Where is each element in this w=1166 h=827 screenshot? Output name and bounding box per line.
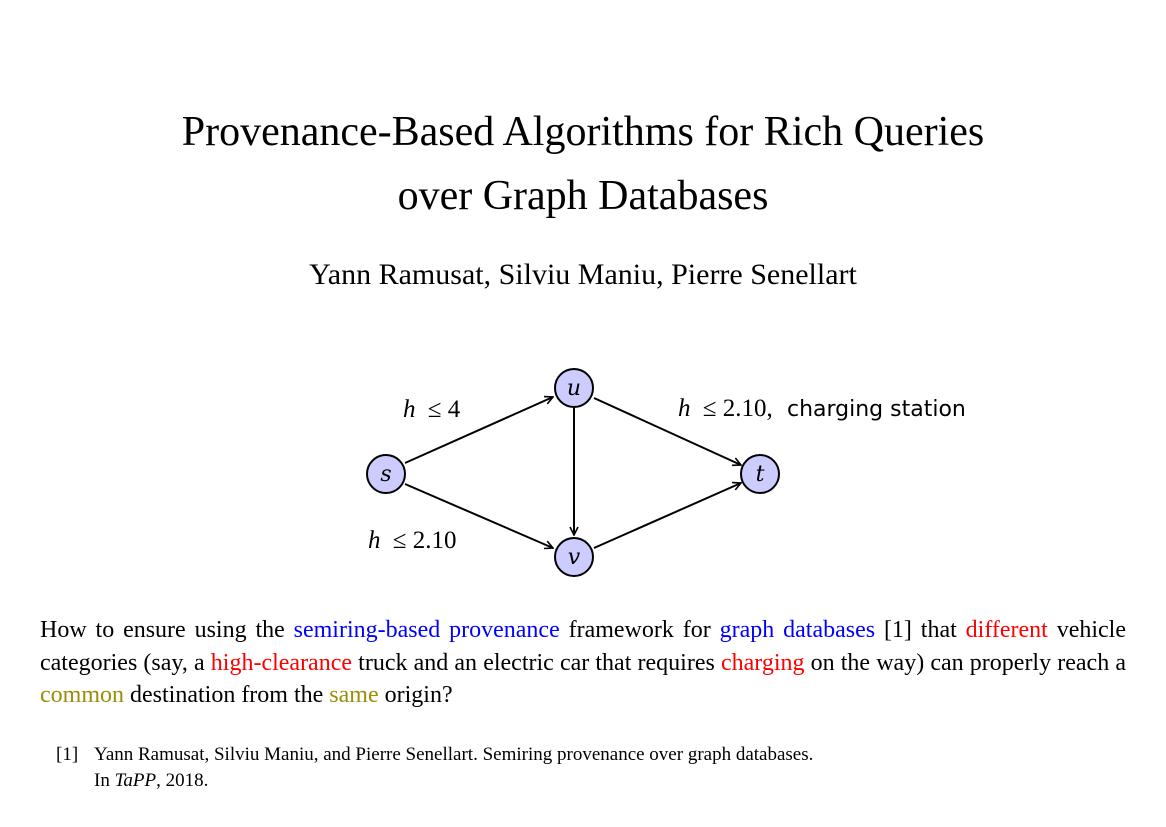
edge-label-s-u-rel: ≤ 4	[428, 396, 461, 423]
reference-text-b: In	[94, 770, 115, 791]
edge-label-s-u-var: h	[403, 396, 416, 423]
reference-content: Yann Ramusat, Silviu Maniu, and Pierre S…	[94, 742, 1136, 794]
body-term-different: different	[965, 617, 1048, 643]
node-v-label: v	[568, 545, 581, 570]
node-t-label: t	[756, 462, 765, 487]
body-seg-9: truck and an electric car that requires	[352, 649, 721, 676]
edge-label-u-t-rel: ≤ 2.10,	[703, 395, 773, 422]
node-u-label: u	[567, 376, 581, 401]
reference-text-a: Yann Ramusat, Silviu Maniu, and Pierre S…	[94, 744, 814, 765]
edge-s-u	[404, 397, 553, 464]
title-line-1: Provenance-Based Algorithms for Rich Que…	[181, 109, 985, 155]
edge-label-u-t-extra: charging station	[787, 397, 966, 422]
edge-v-t	[593, 483, 741, 549]
node-s-label: s	[380, 462, 391, 487]
paper-title: Provenance-Based Algorithms for Rich Que…	[0, 100, 1166, 228]
body-term-common: common	[40, 682, 124, 708]
edge-label-u-t: h ≤ 2.10, charging station	[678, 395, 966, 422]
reference-entry: [1] Yann Ramusat, Silviu Maniu, and Pier…	[56, 742, 1136, 794]
edge-label-s-v-rel: ≤ 2.10	[393, 527, 457, 554]
body-paragraph: How to ensure using the semiring-based p…	[40, 614, 1126, 712]
title-line-2: over Graph Databases	[397, 173, 769, 219]
body-seg-5: [1] that	[875, 617, 966, 643]
edge-u-t	[593, 397, 741, 465]
reference-venue: TaPP	[114, 770, 157, 791]
body-term-semiring-provenance: semiring-based provenance	[293, 617, 560, 643]
body-seg-1: How to ensure using the	[40, 617, 294, 643]
edge-label-s-u: h ≤ 4	[403, 396, 461, 423]
node-t: t	[740, 454, 780, 494]
reference-text-c: , 2018.	[156, 770, 209, 791]
reference-number: [1]	[56, 744, 79, 765]
body-seg-11: on the way) can properly reach a	[804, 649, 1126, 676]
body-term-charging: charging	[720, 649, 805, 676]
body-seg-15: origin?	[378, 682, 453, 708]
body-term-graph-databases: graph databases	[719, 617, 876, 643]
node-s: s	[366, 454, 406, 494]
authors: Yann Ramusat, Silviu Maniu, Pierre Senel…	[309, 258, 857, 291]
body-seg-13: destination from the	[124, 682, 330, 708]
body-term-high-clearance: high-clearance	[210, 649, 353, 676]
node-v: v	[554, 537, 594, 577]
edge-s-v	[404, 483, 553, 548]
edge-label-u-t-var: h	[678, 395, 691, 422]
body-term-same: same	[329, 682, 379, 708]
edge-label-s-v-var: h	[368, 527, 381, 554]
edge-label-s-v: h ≤ 2.10	[368, 527, 456, 554]
node-u: u	[554, 368, 594, 408]
body-seg-7: vehicle categories (say, a	[40, 617, 1127, 676]
body-seg-3: framework for	[559, 617, 720, 643]
